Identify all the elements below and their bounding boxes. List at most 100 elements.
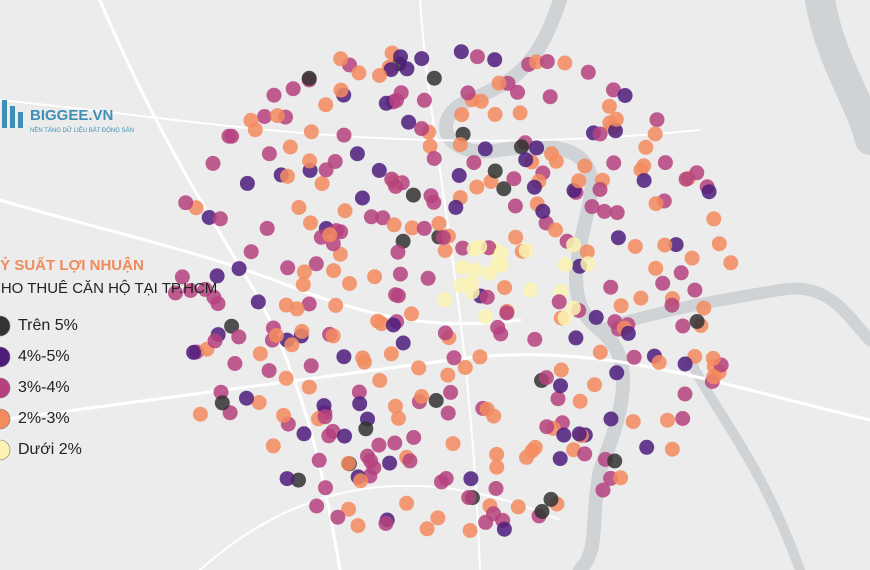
map-point xyxy=(295,277,311,293)
map-point xyxy=(711,236,727,252)
map-point xyxy=(252,346,268,362)
map-point xyxy=(289,301,305,317)
map-point xyxy=(664,297,680,313)
map-point xyxy=(186,344,202,360)
map-point xyxy=(526,179,542,195)
map-point xyxy=(349,146,365,162)
map-point xyxy=(231,329,247,345)
map-point xyxy=(558,257,573,273)
map-point xyxy=(706,369,722,385)
map-point xyxy=(227,356,243,371)
map-point xyxy=(487,163,503,179)
map-point xyxy=(311,452,327,468)
map-point xyxy=(284,337,300,353)
map-point xyxy=(342,276,357,291)
map-point xyxy=(393,85,409,101)
map-point xyxy=(636,158,652,174)
map-point xyxy=(430,510,446,526)
map-point xyxy=(350,518,366,534)
map-point xyxy=(414,51,430,67)
map-point xyxy=(371,437,387,453)
map-point xyxy=(648,260,664,276)
map-point xyxy=(677,356,693,372)
map-point xyxy=(506,171,522,187)
map-point xyxy=(550,391,566,407)
map-point xyxy=(386,217,402,233)
map-point xyxy=(638,139,654,155)
map-point xyxy=(487,52,503,68)
map-point xyxy=(553,362,569,378)
map-point xyxy=(524,443,540,459)
map-point xyxy=(455,240,471,256)
map-point xyxy=(609,205,625,221)
map-point xyxy=(333,82,349,98)
map-point xyxy=(466,241,482,257)
map-point xyxy=(625,414,641,430)
map-point xyxy=(448,199,464,215)
map-point xyxy=(279,471,295,487)
map-point xyxy=(603,411,619,427)
map-point xyxy=(178,195,194,211)
map-point xyxy=(239,390,254,406)
map-point xyxy=(192,406,208,422)
map-point xyxy=(261,363,277,379)
map-point xyxy=(438,471,454,486)
map-point xyxy=(303,124,319,140)
map-point xyxy=(627,239,643,254)
map-point xyxy=(668,237,684,253)
map-point xyxy=(673,265,689,281)
map-point xyxy=(231,261,247,277)
legend-swatch xyxy=(0,439,11,461)
logo-icon xyxy=(10,106,15,128)
map-point xyxy=(318,480,333,496)
map-point xyxy=(201,210,217,225)
map-point xyxy=(280,168,295,184)
map-point xyxy=(452,137,468,153)
map-point xyxy=(490,256,506,272)
map-point xyxy=(224,128,240,144)
map-point xyxy=(723,255,739,271)
logo-name: BIGGEE.VN xyxy=(30,107,113,124)
map-point xyxy=(333,51,349,67)
map-point xyxy=(354,190,370,206)
map-point xyxy=(696,300,712,316)
map-point xyxy=(577,158,593,174)
map-point xyxy=(301,379,317,395)
map-point xyxy=(512,105,528,121)
map-point xyxy=(675,318,691,334)
legend-swatch xyxy=(0,408,11,430)
map-point xyxy=(387,435,403,451)
map-point xyxy=(168,285,183,301)
map-point xyxy=(613,298,629,314)
map-point xyxy=(351,384,367,400)
map-point xyxy=(608,111,624,127)
map-point xyxy=(472,349,488,365)
map-point xyxy=(454,259,470,275)
points-layer xyxy=(168,44,739,538)
map-point xyxy=(416,92,432,108)
map-point xyxy=(596,203,612,219)
legend-label: 3%-4% xyxy=(18,379,70,396)
map-point xyxy=(445,436,461,452)
map-point xyxy=(510,499,526,515)
map-point xyxy=(328,297,344,313)
map-point xyxy=(318,97,334,113)
map-point xyxy=(579,244,595,260)
map-point xyxy=(466,155,482,171)
map-point xyxy=(207,333,223,349)
map-point xyxy=(543,491,559,507)
map-point xyxy=(469,179,485,195)
map-point xyxy=(488,481,504,496)
map-point xyxy=(496,181,512,197)
map-point xyxy=(437,325,453,341)
map-point xyxy=(259,220,275,236)
map-point xyxy=(684,250,700,266)
map-point xyxy=(657,237,673,253)
map-point xyxy=(639,439,655,455)
map-point xyxy=(592,126,608,142)
map-point xyxy=(462,523,478,538)
map-point xyxy=(528,54,544,70)
map-point xyxy=(405,187,421,203)
map-point xyxy=(322,227,338,243)
map-point xyxy=(529,140,545,156)
